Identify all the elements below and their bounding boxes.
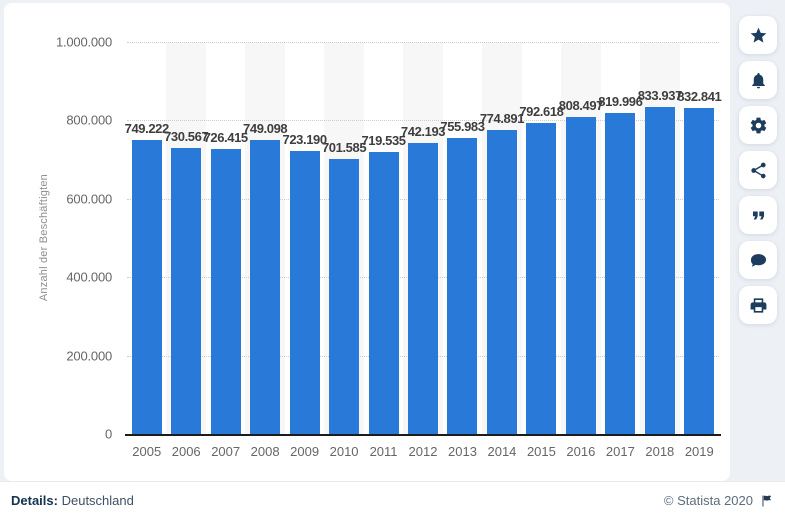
details-text: Details: Deutschland [11,493,134,508]
print-button[interactable] [739,286,777,324]
share-button[interactable] [739,151,777,189]
bar-cell-2013: 755.983 [440,42,485,434]
bar-2011[interactable] [368,151,399,434]
x-tick-label-2008: 2008 [250,444,280,459]
copyright-text: © Statista 2020 [663,493,753,508]
bar-2007[interactable] [210,149,241,434]
x-tick-label-2005: 2005 [132,444,162,459]
bar-2010[interactable] [329,158,360,434]
x-tick-label-2014: 2014 [487,444,517,459]
share-icon [750,162,766,178]
quote-icon [752,211,764,219]
bar-value-label-2017: 819.996 [598,93,643,109]
bar-value-label-2013: 755.983 [440,118,485,134]
bar-2012[interactable] [408,143,438,434]
bar-value-label-2015: 792.618 [519,104,564,120]
chart-card: Anzahl der Beschäftigten 1.000.000 800.00… [4,3,730,481]
y-tick-label: 400.000 [66,269,112,285]
bell-icon [751,72,765,88]
bar-2016[interactable] [565,117,596,434]
footer: Details: Deutschland © Statista 2020 [0,481,785,519]
x-axis-line [125,434,721,436]
bar-2018[interactable] [644,107,675,434]
star-button[interactable] [739,16,777,54]
x-tick-label-2006: 2006 [171,444,201,459]
bar-cell-2010: 701.585 [321,42,367,434]
x-axis-labels: 2005 2006 2007 2008 2009 2010 2011 2012 2013 2014… [127,444,719,459]
bar-2019[interactable] [684,107,715,434]
bar-value-label-2005: 749.222 [124,121,170,137]
bar-series: 749.222 730.567 726.415 749.098 723.190 701.5… [124,42,722,434]
bar-value-label-2008: 749.098 [243,121,288,137]
details-label: Details: [11,493,58,508]
bar-2017[interactable] [605,112,636,434]
y-tick-label: 200.000 [66,348,112,364]
bar-cell-2007: 726.415 [203,42,249,434]
plot-area: 749.222 730.567 726.415 749.098 723.190 701.5… [124,42,722,436]
print-icon [750,297,766,313]
flag-icon[interactable] [759,494,773,508]
bar-cell-2014: 774.891 [479,42,525,434]
x-tick-label-2018: 2018 [645,444,675,459]
bar-2013[interactable] [447,137,478,434]
bar-value-label-2016: 808.497 [558,98,604,114]
bar-cell-2011: 719.535 [361,42,406,434]
bar-value-label-2010: 701.585 [321,139,367,155]
x-tick-label-2017: 2017 [605,444,635,459]
y-tick-label: 600.000 [66,191,112,207]
y-tick-label: 0 [104,426,112,442]
comment-button[interactable] [739,241,777,279]
bar-value-label-2007: 726.415 [203,130,249,146]
x-tick-label-2010: 2010 [329,444,359,459]
x-tick-label-2009: 2009 [290,444,320,459]
side-toolbar [739,16,777,331]
y-tick-label: 800.000 [66,112,112,128]
x-tick-label-2016: 2016 [566,444,596,459]
bar-cell-2018: 833.937 [637,42,683,434]
gear-icon [750,117,766,133]
comment-icon [750,253,766,267]
bar-value-label-2006: 730.567 [164,128,209,144]
bar-cell-2006: 730.567 [164,42,209,434]
bar-value-label-2009: 723.190 [282,131,328,147]
x-tick-label-2013: 2013 [448,444,477,459]
bar-value-label-2012: 742.193 [400,124,446,140]
bell-button[interactable] [739,61,777,99]
bar-value-label-2019: 832.841 [677,88,722,104]
bar-cell-2019: 832.841 [677,42,722,434]
bar-2014[interactable] [486,130,517,434]
bar-2005[interactable] [131,140,162,434]
x-tick-label-2011: 2011 [369,444,398,459]
bar-cell-2005: 749.222 [124,42,170,434]
bar-cell-2012: 742.193 [400,42,446,434]
bar-cell-2009: 723.190 [282,42,328,434]
x-tick-label-2007: 2007 [211,444,241,459]
y-axis-ticks: 1.000.000 800.000 600.000 400.000 200.000 0 [4,35,112,442]
bar-value-label-2018: 833.937 [637,88,683,104]
bar-2009[interactable] [289,150,320,434]
details-value: Deutschland [61,493,134,508]
gear-button[interactable] [739,106,777,144]
x-tick-label-2012: 2012 [408,444,438,459]
bar-value-label-2014: 774.891 [479,111,525,127]
bar-value-label-2011: 719.535 [361,132,406,148]
star-icon [750,27,766,43]
statista-copyright-link[interactable]: © Statista 2020 [664,493,773,508]
x-tick-label-2019: 2019 [684,444,714,459]
bar-cell-2016: 808.497 [558,42,604,434]
bar-cell-2015: 792.618 [519,42,564,434]
bar-cell-2008: 749.098 [243,42,288,434]
bar-2015[interactable] [526,123,557,434]
y-tick-label: 1.000.000 [55,34,112,50]
x-tick-label-2015: 2015 [526,444,556,459]
bar-cell-2017: 819.996 [598,42,643,434]
bar-2008[interactable] [250,140,281,434]
bar-2006[interactable] [171,147,202,434]
quote-button[interactable] [739,196,777,234]
